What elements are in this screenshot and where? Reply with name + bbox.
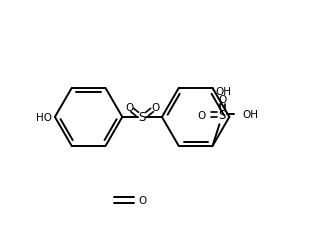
Text: S: S (219, 108, 226, 121)
Text: S: S (138, 111, 146, 124)
Text: O: O (197, 111, 206, 121)
Text: O: O (218, 94, 227, 104)
Text: O: O (125, 103, 133, 112)
Text: HO: HO (36, 112, 52, 122)
Text: O: O (151, 103, 159, 112)
Text: OH: OH (215, 86, 232, 96)
Text: O: O (138, 195, 146, 205)
Text: OH: OH (242, 110, 258, 120)
